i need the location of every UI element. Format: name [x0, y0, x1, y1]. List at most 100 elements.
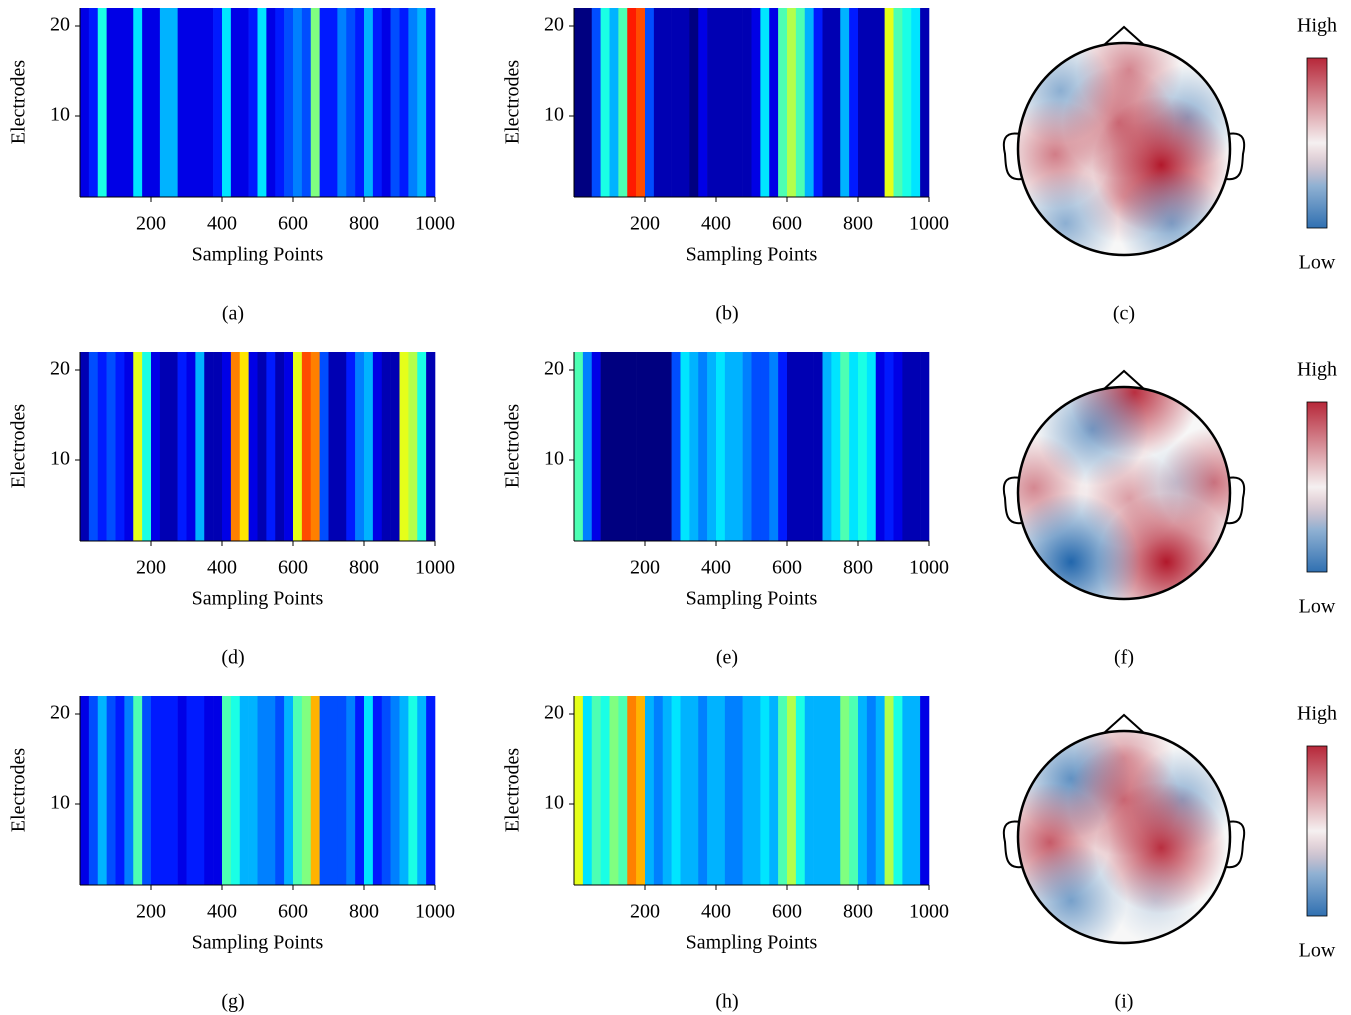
heat-column	[222, 8, 231, 197]
heat-column	[681, 696, 690, 885]
heat-column	[293, 696, 302, 885]
x-tick-label: 1000	[415, 213, 455, 235]
heat-column	[222, 352, 231, 541]
heat-column	[752, 8, 761, 197]
heat-column	[302, 8, 311, 197]
heat-column	[814, 352, 823, 541]
heat-column	[89, 696, 98, 885]
heat-column	[373, 352, 382, 541]
heat-column	[902, 352, 911, 541]
heat-column	[645, 352, 654, 541]
heat-column	[204, 8, 213, 197]
heat-column	[894, 8, 903, 197]
y-tick-label: 10	[50, 792, 70, 814]
heat-column	[876, 352, 885, 541]
heat-column	[400, 696, 409, 885]
x-tick-label: 600	[278, 557, 308, 579]
heat-column	[355, 8, 364, 197]
x-tick-label: 400	[207, 901, 237, 923]
heat-column	[796, 352, 805, 541]
heat-column	[672, 696, 681, 885]
source-blob	[1112, 857, 1199, 944]
x-tick-label: 400	[701, 213, 731, 235]
heat-column	[364, 696, 373, 885]
heat-column	[654, 352, 663, 541]
heat-column	[698, 696, 707, 885]
heat-column	[787, 8, 796, 197]
caption: (h)	[715, 991, 738, 1013]
heat-column	[284, 696, 293, 885]
caption: (e)	[716, 647, 738, 669]
field	[990, 708, 1235, 957]
heat-column	[885, 696, 894, 885]
heat-column	[831, 352, 840, 541]
heat-column	[867, 696, 876, 885]
x-tick-label: 400	[207, 213, 237, 235]
heat-column	[107, 8, 116, 197]
heat-column	[364, 8, 373, 197]
heat-column	[107, 352, 116, 541]
heat-column	[311, 8, 320, 197]
topomap	[1001, 17, 1245, 278]
x-tick-label: 1000	[415, 901, 455, 923]
heat-column	[663, 696, 672, 885]
heat-column	[355, 352, 364, 541]
heat-column	[266, 8, 275, 197]
heat-column	[831, 696, 840, 885]
heat-column	[752, 696, 761, 885]
heat-column	[743, 8, 752, 197]
heat-column	[769, 352, 778, 541]
x-tick-label: 600	[772, 557, 802, 579]
y-axis-label: Electrodes	[502, 748, 524, 833]
source-blob	[1117, 169, 1226, 278]
heat-column	[346, 8, 355, 197]
heat-column	[151, 352, 160, 541]
heat-column	[760, 696, 769, 885]
colorbar-low: Low	[1299, 596, 1336, 618]
heat-column	[231, 352, 240, 541]
heat-column	[743, 696, 752, 885]
heat-column	[734, 8, 743, 197]
heat-column	[89, 8, 98, 197]
heat-column	[258, 8, 267, 197]
heat-column	[417, 696, 426, 885]
heat-column	[823, 352, 832, 541]
heat-column	[592, 8, 601, 197]
heat-column	[663, 8, 672, 197]
heat-column	[426, 8, 435, 197]
colorbar-low: Low	[1299, 940, 1336, 962]
heat-column	[320, 696, 329, 885]
heat-column	[98, 352, 107, 541]
figure: 20040060080010001020Sampling PointsElect…	[0, 0, 1351, 1015]
caption: (d)	[221, 647, 244, 669]
heat-column	[689, 8, 698, 197]
heat-column	[346, 352, 355, 541]
heat-column	[275, 8, 284, 197]
heat-column	[778, 352, 787, 541]
heat-column	[417, 8, 426, 197]
heat-column	[787, 696, 796, 885]
y-axis-label: Electrodes	[8, 60, 30, 145]
heat-column	[160, 8, 169, 197]
heat-column	[814, 696, 823, 885]
heat-column	[610, 696, 619, 885]
x-tick-label: 600	[278, 213, 308, 235]
heat-column	[382, 696, 391, 885]
heat-column	[311, 352, 320, 541]
heat-column	[610, 8, 619, 197]
x-tick-label: 1000	[909, 901, 949, 923]
heat-column	[107, 696, 116, 885]
heat-column	[142, 696, 151, 885]
heat-column	[760, 352, 769, 541]
heat-column	[249, 696, 258, 885]
heat-column	[601, 696, 610, 885]
y-tick-label: 10	[50, 104, 70, 126]
heat-column	[231, 696, 240, 885]
heat-column	[743, 352, 752, 541]
heat-column	[98, 8, 107, 197]
y-axis-label: Electrodes	[8, 404, 30, 489]
heat-column	[592, 352, 601, 541]
y-tick-label: 10	[544, 792, 564, 814]
heat-column	[275, 696, 284, 885]
caption: (i)	[1115, 991, 1134, 1013]
